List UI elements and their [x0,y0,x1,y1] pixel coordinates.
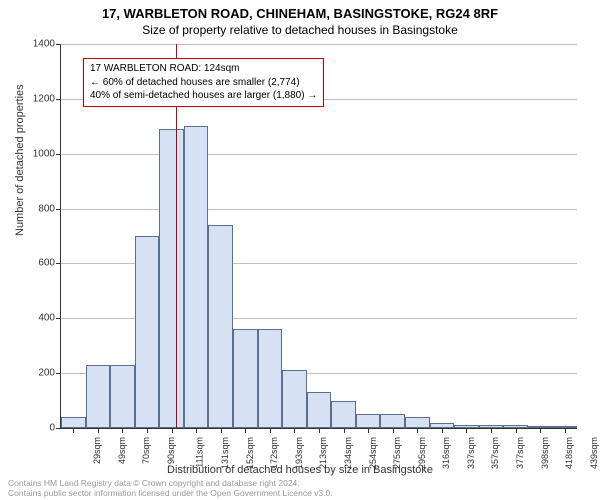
x-tick-mark [540,428,541,433]
x-tick-mark [270,428,271,433]
y-tick-label: 1400 [33,39,61,50]
annotation-line: 17 WARBLETON ROAD: 124sqm [90,62,317,76]
x-tick-mark [147,428,148,433]
chart-container: 17, WARBLETON ROAD, CHINEHAM, BASINGSTOK… [0,0,600,500]
y-tick-label: 600 [38,258,61,269]
x-tick-mark [442,428,443,433]
y-tick-label: 1200 [33,93,61,104]
chart-title-line2: Size of property relative to detached ho… [0,21,600,37]
x-tick-mark [245,428,246,433]
histogram-bar [159,129,184,428]
histogram-bar [331,401,356,428]
x-tick-mark [516,428,517,433]
footer-attribution: Contains HM Land Registry data © Crown c… [8,478,333,498]
histogram-bar [110,365,135,428]
y-tick-label: 1000 [33,148,61,159]
x-tick-mark [344,428,345,433]
grid-line [61,154,577,155]
y-tick-label: 200 [38,368,61,379]
x-tick-mark [172,428,173,433]
histogram-bar [86,365,111,428]
x-tick-mark [73,428,74,433]
grid-line [61,209,577,210]
histogram-bar [356,414,381,428]
histogram-bar [233,329,258,428]
x-tick-label: 90sqm [166,437,176,464]
x-axis-label: Distribution of detached houses by size … [0,464,600,476]
histogram-bar [61,417,86,428]
x-tick-mark [221,428,222,433]
x-tick-mark [491,428,492,433]
histogram-bar [208,225,233,428]
x-tick-mark [98,428,99,433]
x-tick-mark [466,428,467,433]
footer-line2: Contains public sector information licen… [8,488,333,498]
y-axis-label: Number of detached properties [14,84,26,236]
histogram-bar [282,370,307,428]
histogram-bar [405,417,430,428]
annotation-line: 40% of semi-detached houses are larger (… [90,89,317,103]
x-tick-mark [417,428,418,433]
histogram-bar [184,126,209,428]
histogram-bar [380,414,405,428]
x-tick-mark [294,428,295,433]
histogram-bar [135,236,160,428]
footer-line1: Contains HM Land Registry data © Crown c… [8,478,333,488]
x-tick-mark [319,428,320,433]
x-tick-mark [393,428,394,433]
x-tick-label: 29sqm [92,437,102,464]
y-tick-label: 400 [38,313,61,324]
y-tick-label: 800 [38,203,61,214]
x-tick-label: 49sqm [117,437,127,464]
y-tick-label: 0 [49,423,61,434]
annotation-line: ← 60% of detached houses are smaller (2,… [90,76,317,90]
annotation-box: 17 WARBLETON ROAD: 124sqm← 60% of detach… [83,58,324,107]
grid-line [61,44,577,45]
x-tick-mark [368,428,369,433]
x-tick-mark [196,428,197,433]
histogram-bar [258,329,283,428]
plot-area: 020040060080010001200140029sqm49sqm70sqm… [60,44,577,429]
chart-title-line1: 17, WARBLETON ROAD, CHINEHAM, BASINGSTOK… [0,0,600,21]
histogram-bar [307,392,332,428]
x-tick-mark [122,428,123,433]
x-tick-label: 70sqm [141,437,151,464]
x-tick-mark [565,428,566,433]
